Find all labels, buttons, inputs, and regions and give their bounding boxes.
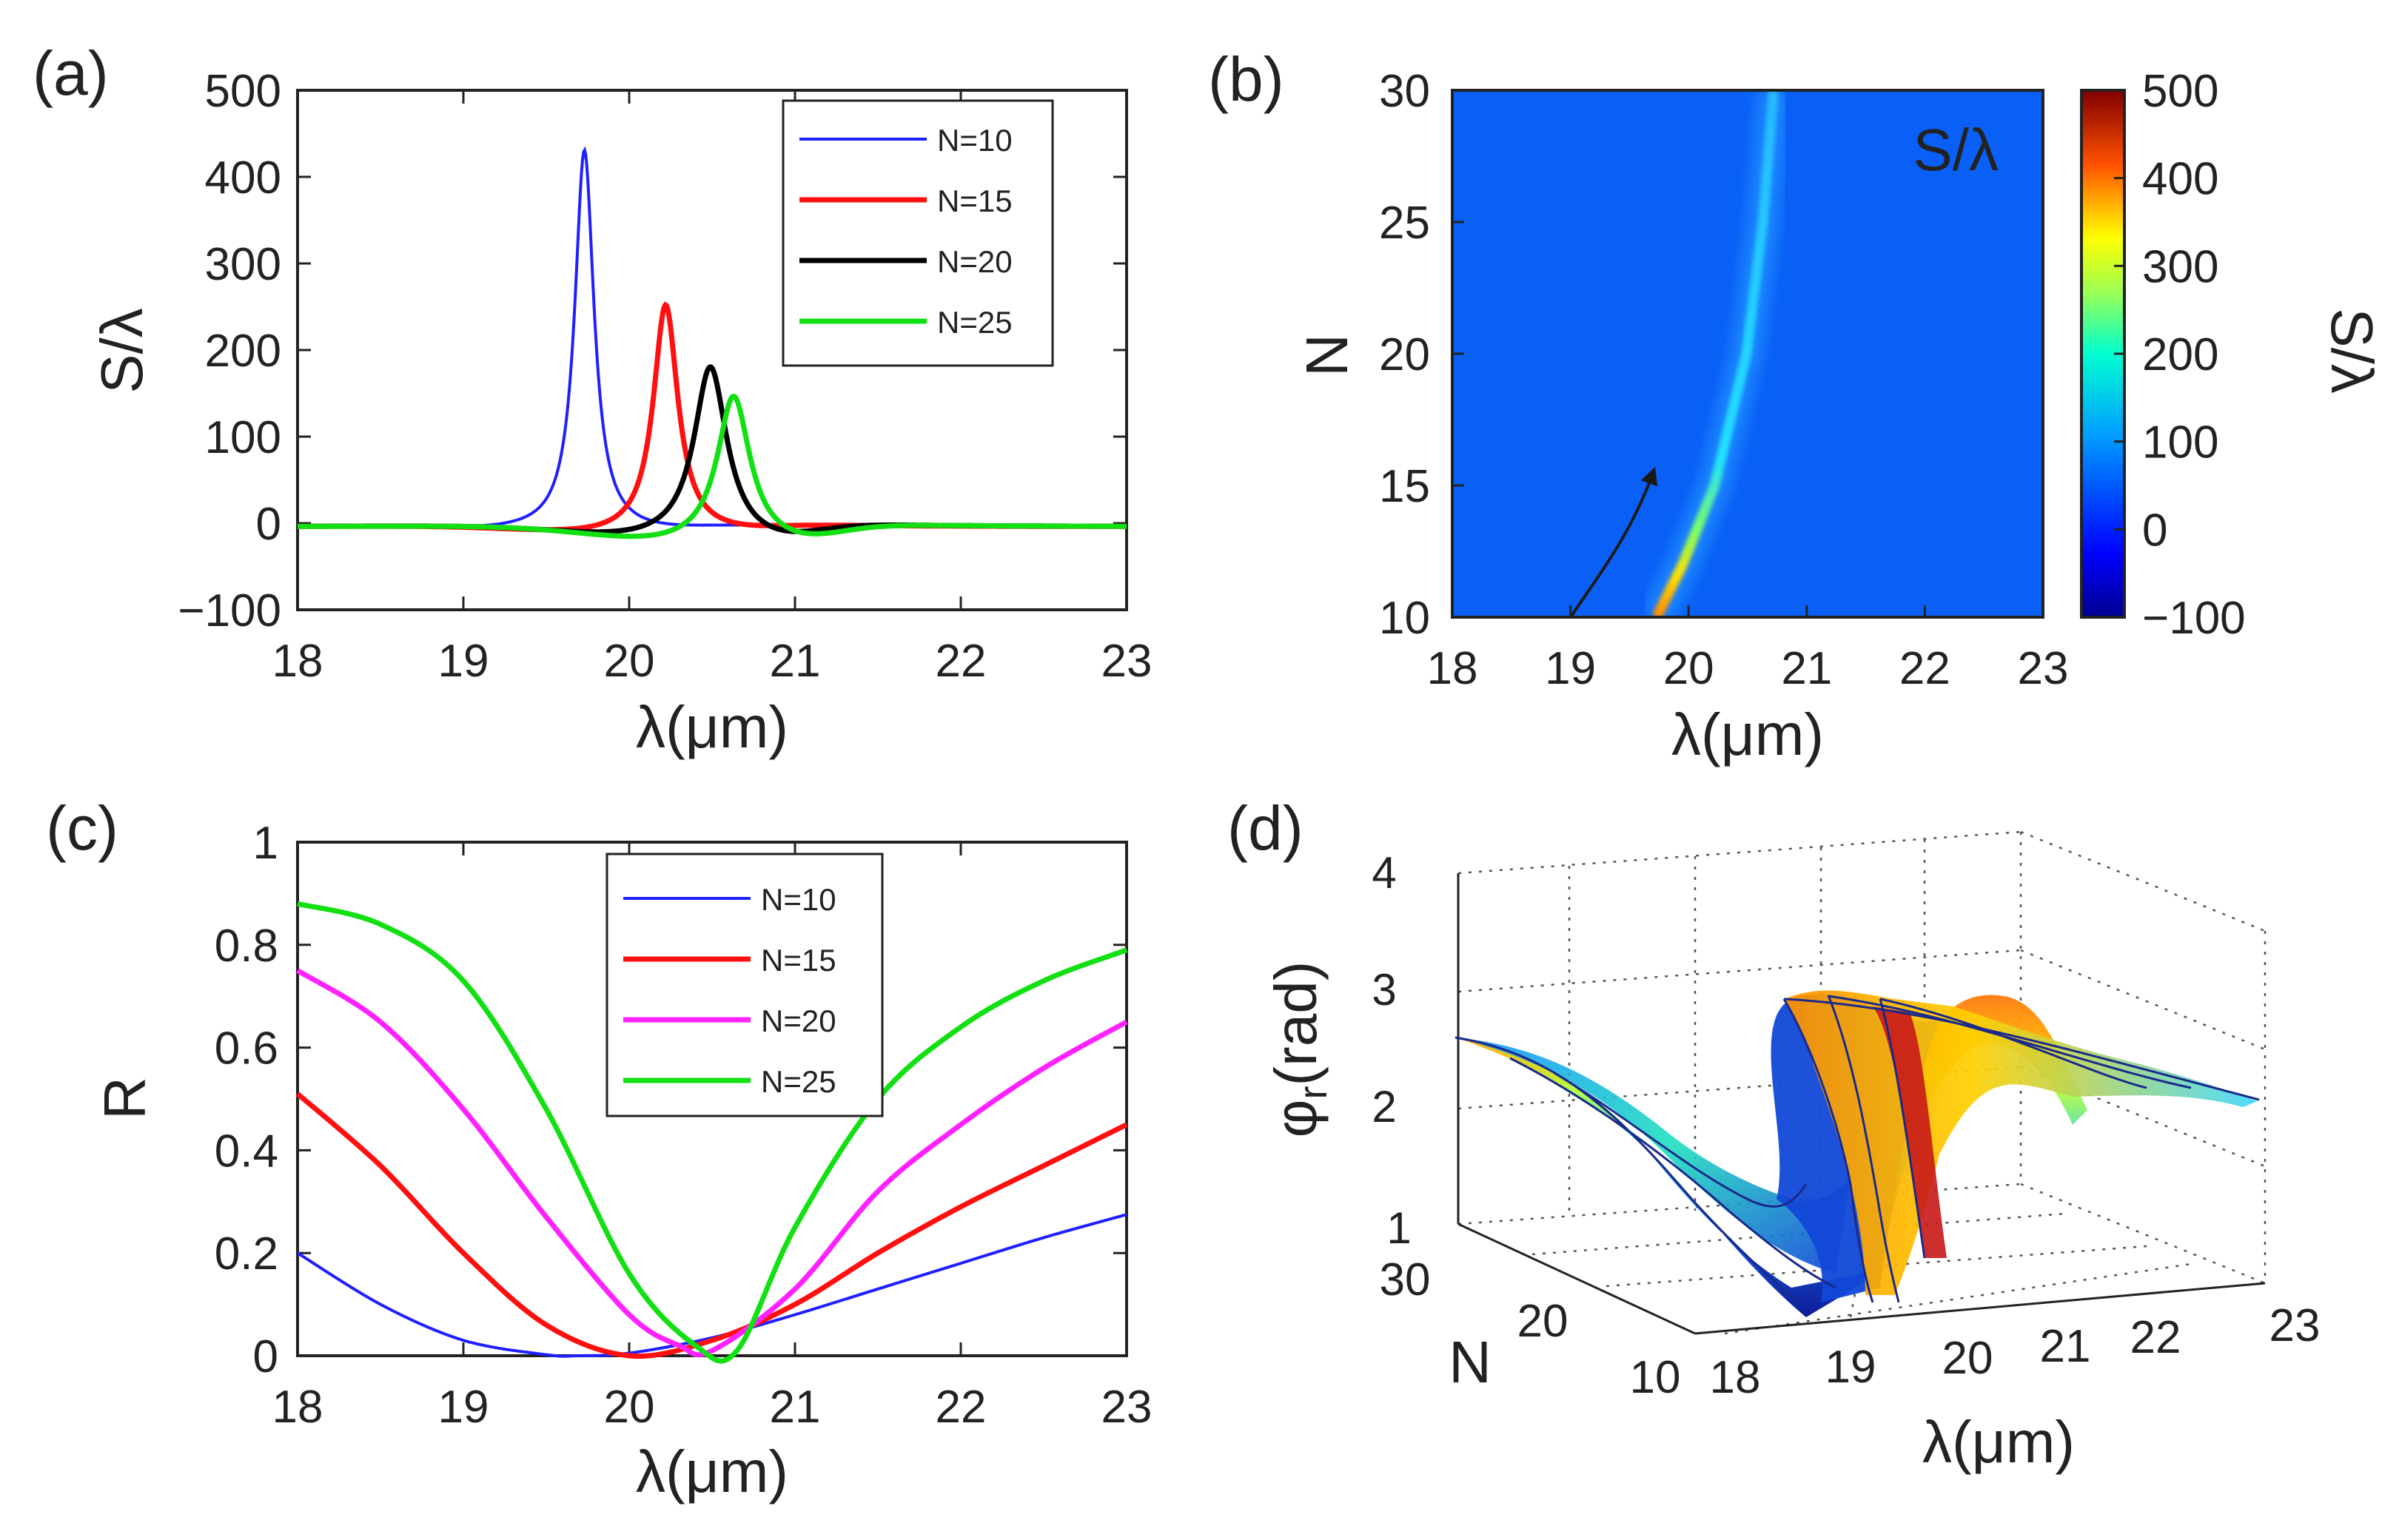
panel-c-xtick-label: 20: [604, 1382, 655, 1433]
colorbar-tick-label: 200: [2142, 329, 2218, 380]
colorbar-tick-label: 300: [2142, 241, 2218, 292]
panel-b-label: (b): [1208, 44, 1284, 114]
panel-a-xtick-label: 23: [1101, 636, 1153, 687]
panel-a-ytick-label: 0: [256, 499, 281, 550]
panel-b-xtick-label: 18: [1427, 643, 1478, 694]
panel-d-n-axis: [1457, 1223, 1696, 1335]
panel-a-ytick-label: 100: [205, 412, 281, 463]
panel-c-ytick-label: 1: [253, 818, 278, 869]
series-line-N=15: [295, 1092, 1128, 1359]
legend-label-N=25: N=25: [937, 305, 1013, 340]
d-ntick: 20: [1517, 1296, 1569, 1347]
legend-label-N=15: N=15: [761, 943, 836, 978]
series-line-N=20: [296, 968, 1128, 1358]
panel-b-xlabel: λ(μm): [1671, 702, 1824, 767]
panel-c: (c) 18 19 20 21 22 23 00.20.40.60.81 λ(μm) R …: [46, 793, 1152, 1504]
panel-c-ytick-label: 0: [253, 1331, 278, 1382]
panel-a-ytick-label: 200: [205, 326, 281, 377]
d-ztick: 1: [1386, 1203, 1411, 1253]
d-xtick: 23: [2269, 1300, 2321, 1351]
d-xtick: 22: [2130, 1312, 2181, 1363]
d-ztick: 2: [1372, 1082, 1396, 1132]
panel-b-ytick-label: 10: [1379, 593, 1430, 644]
panel-b-xtick-label: 23: [2018, 643, 2069, 694]
d-xtick: 18: [1710, 1352, 1761, 1403]
d-xtick: 20: [1942, 1333, 1993, 1384]
panel-b-xtick-label: 19: [1545, 643, 1596, 694]
surface-left-slope: [1455, 1038, 1851, 1273]
colorbar-tick-label: 400: [2142, 154, 2218, 205]
panel-a-ytick-label: 300: [205, 239, 281, 290]
panel-c-ytick-label: 0.8: [215, 921, 278, 972]
panel-c-xlabel: λ(μm): [636, 1439, 788, 1504]
panel-d-lambda-axis: [1694, 1282, 2266, 1335]
colorbar-tick-label: −100: [2142, 593, 2246, 644]
d-ztick: 4: [1372, 848, 1396, 898]
panel-a-xtick-label: 20: [604, 636, 655, 687]
legend-label-N=20: N=20: [937, 244, 1013, 279]
panel-c-legend: N=10 N=15 N=20 N=25: [605, 853, 884, 1117]
panel-c-ylabel: R: [92, 1077, 158, 1120]
panel-a-xtick-label: 18: [272, 636, 323, 687]
panel-a-ytick-label: −100: [178, 585, 281, 636]
d-ntick: 10: [1630, 1352, 1681, 1403]
panel-a-ytick-label: 500: [205, 66, 281, 117]
series-line-N=25: [298, 393, 1127, 539]
panel-a-xtick-label: 22: [936, 636, 987, 687]
d-ntick: 30: [1380, 1254, 1431, 1305]
panel-b-ylabel: N: [1294, 334, 1360, 377]
panel-a-xlabel: λ(μm): [636, 694, 788, 760]
panel-c-xtick-label: 22: [936, 1382, 987, 1433]
legend-label-N=25: N=25: [761, 1064, 836, 1099]
panel-b-xtick-label: 22: [1899, 643, 1950, 694]
panel-a-xtick-label: 19: [438, 636, 489, 687]
panel-a-xtick-label: 21: [770, 636, 821, 687]
surface-mesh-lines: [1455, 995, 2260, 1304]
surface-red-band: [1873, 1006, 1947, 1258]
panel-d: (d): [1227, 793, 2320, 1475]
panel-c-ytick-label: 0.2: [215, 1228, 278, 1280]
panel-c-xtick-label: 18: [272, 1382, 323, 1433]
panel-b-ytick-label: 20: [1379, 329, 1430, 380]
d-ztick: 3: [1372, 965, 1396, 1015]
d-xtick: 19: [1825, 1342, 1876, 1393]
panel-b-ytick-label: 25: [1379, 198, 1430, 249]
panel-d-xlabel: λ(μm): [1922, 1409, 2075, 1475]
panel-c-xtick-label: 21: [770, 1382, 821, 1433]
colorbar-tick-label: 0: [2142, 505, 2167, 556]
panel-a-ylabel: S/λ: [89, 308, 155, 394]
panel-c-label: (c): [46, 793, 118, 863]
d-xtick: 21: [2040, 1321, 2091, 1372]
panel-a: (a) 18 19 20 21 22 23 −100 0 100 200 300 400 500 λ(…: [33, 38, 1152, 760]
panel-b-xtick-label: 20: [1663, 643, 1714, 694]
panel-a-label: (a): [33, 38, 109, 108]
legend-label-N=10: N=10: [761, 882, 836, 917]
panel-d-ylabel: N: [1449, 1329, 1492, 1395]
panel-d-zlabel: φr(rad): [1263, 961, 1335, 1138]
panel-a-ytick-label: 400: [205, 152, 281, 204]
panel-c-ytick-label: 0.6: [215, 1023, 278, 1075]
series-line-N=25: [297, 901, 1128, 1364]
colorbar-tick-label: 100: [2142, 417, 2218, 468]
panel-c-legend-box: [605, 853, 884, 1117]
panel-c-ytick-label: 0.4: [215, 1126, 278, 1177]
panel-c-xtick-label: 19: [438, 1382, 489, 1433]
legend-label-N=10: N=10: [937, 123, 1013, 158]
panel-c-xtick-label: 23: [1101, 1382, 1153, 1433]
panel-a-legend: N=10 N=15 N=20 N=25: [782, 99, 1054, 367]
colorbar-tick-label: 500: [2142, 66, 2218, 117]
panel-d-label: (d): [1227, 793, 1304, 863]
trend-arrow: [1569, 466, 1658, 619]
colorbar-label: S/λ: [2319, 308, 2382, 394]
legend-label-N=20: N=20: [761, 1003, 836, 1038]
panel-b-ytick-label: 15: [1379, 461, 1430, 512]
heatmap-ridge: [1651, 90, 1779, 617]
panel-b-annotation: S/λ: [1913, 117, 1999, 183]
legend-label-N=15: N=15: [937, 184, 1013, 218]
panel-b-ytick-label: 30: [1379, 66, 1430, 117]
panel-b-xtick-label: 21: [1781, 643, 1832, 694]
